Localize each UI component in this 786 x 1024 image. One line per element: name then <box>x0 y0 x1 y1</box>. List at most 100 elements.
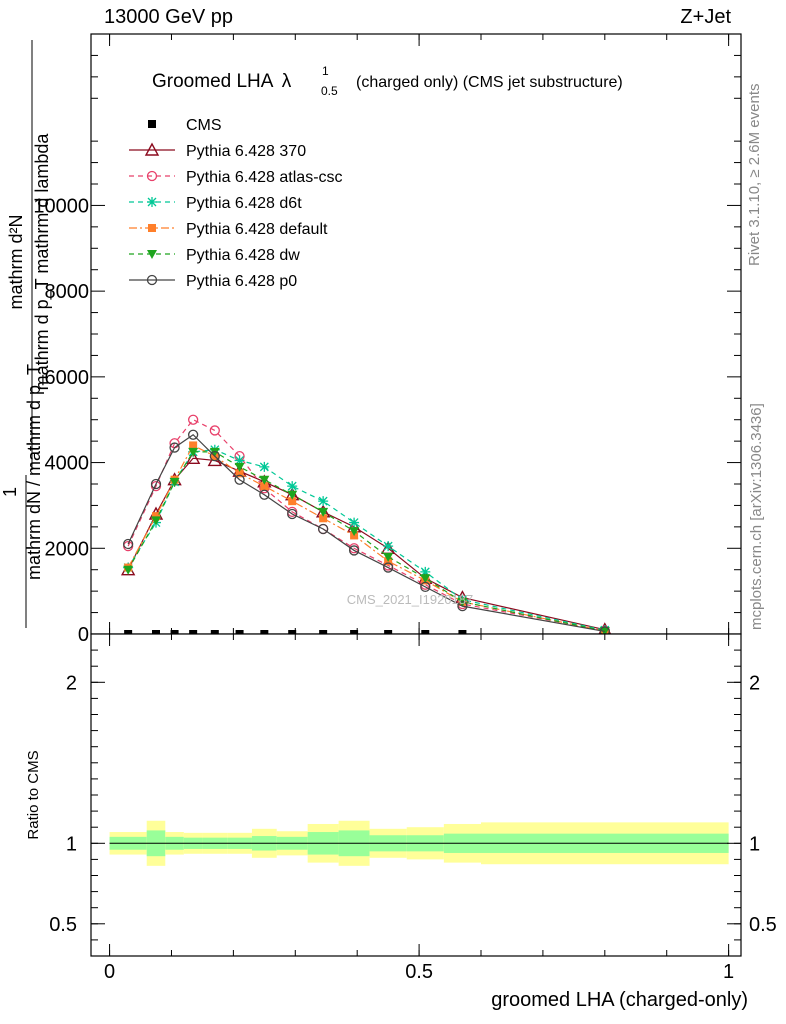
ratio-plot: 0.5 0.5 1 1 2 2 0 0.5 1 Ratio to CMS groomed LHA… <box>25 633 777 1011</box>
data-point <box>150 478 162 490</box>
x-tick-label: 0.5 <box>405 961 433 983</box>
ratio-y-tick-label-left: 0.5 <box>49 914 77 936</box>
y-tick-label: 0 <box>78 624 89 646</box>
data-point <box>123 565 134 575</box>
ratio-y-tick-label-left: 1 <box>66 833 77 855</box>
legend-marker <box>148 224 156 232</box>
legend-marker <box>147 197 157 207</box>
x-tick-label: 0 <box>104 961 115 983</box>
title-main: Groomed LHA <box>152 71 274 92</box>
svg-text:Groomed LHA λ: Groomed LHA λ <box>152 71 292 92</box>
legend-marker <box>146 170 158 182</box>
ylabel-denominator: mathrm d p_T mathrm d lambda <box>32 133 53 391</box>
data-point <box>209 425 220 436</box>
legend-marker <box>146 274 158 286</box>
legend-entry: Pythia 6.428 default <box>129 221 328 238</box>
y-tick-label: 8000 <box>45 281 90 303</box>
x-tick-label: 1 <box>723 961 734 983</box>
data-point <box>209 450 220 462</box>
data-point <box>287 490 298 500</box>
data-point <box>287 481 298 492</box>
data-point <box>349 527 360 537</box>
data-point <box>234 474 245 485</box>
legend-label: Pythia 6.428 p0 <box>186 273 297 290</box>
data-point <box>383 541 394 552</box>
data-point <box>259 475 270 485</box>
legend-marker <box>148 120 156 128</box>
ylabel-fraction: mathrm dN / mathrm d p_T <box>24 364 45 580</box>
data-point <box>457 597 468 607</box>
title-superscript: 1 <box>322 64 329 78</box>
data-point <box>122 538 134 550</box>
ratio-y-tick-label-right: 1 <box>749 833 760 855</box>
title-symbol: λ <box>282 71 292 92</box>
legend-label: CMS <box>186 117 222 134</box>
data-point <box>319 514 328 523</box>
watermark: CMS_2021_I1920187 <box>347 592 474 607</box>
data-point <box>317 523 329 535</box>
main-plot: 0 2000 4000 6000 8000 10000 CMS_2021_I1920187… <box>33 33 742 646</box>
data-point <box>599 627 610 636</box>
data-point <box>152 512 160 521</box>
y-tick-label: 6000 <box>45 367 90 389</box>
data-point <box>382 562 394 573</box>
data-point <box>169 442 180 453</box>
y-tick-label: 2000 <box>45 538 90 560</box>
data-point <box>457 600 468 612</box>
ratio-y-tick-label-right: 2 <box>749 672 760 694</box>
data-point <box>318 496 329 507</box>
legend-entry: Pythia 6.428 p0 <box>129 273 297 290</box>
data-point <box>318 507 329 517</box>
legend-label: Pythia 6.428 dw <box>186 247 300 264</box>
data-point <box>287 508 298 520</box>
series-6 <box>122 429 610 637</box>
legend-label: Pythia 6.428 default <box>186 221 328 238</box>
x-axis-label: groomed LHA (charged-only) <box>491 989 748 1011</box>
legend-entry: CMS <box>148 117 222 134</box>
series-5 <box>123 447 610 636</box>
data-point <box>420 581 431 593</box>
data-point <box>234 455 245 466</box>
title-rest: (charged only) (CMS jet substructure) <box>356 74 623 91</box>
title-subscript: 0.5 <box>321 84 338 98</box>
data-point <box>209 447 220 457</box>
mcplots-label: mcplots.cern.ch [arXiv:1306.3436] <box>748 403 765 630</box>
legend-label: Pythia 6.428 370 <box>186 143 306 160</box>
legend-marker <box>144 142 160 156</box>
header-left: 13000 GeV pp <box>104 6 233 28</box>
data-point <box>234 462 245 472</box>
header-right: Z+Jet <box>680 6 731 28</box>
data-point <box>348 545 360 556</box>
ylabel-numerator: mathrm d²N <box>6 214 26 309</box>
data-point <box>420 574 431 584</box>
data-point <box>259 461 270 472</box>
data-point <box>187 429 199 440</box>
data-point <box>383 552 394 562</box>
data-point <box>188 447 199 457</box>
data-point <box>420 566 431 577</box>
ratio-y-tick-label-left: 2 <box>66 672 77 694</box>
series-line <box>127 433 605 633</box>
data-point <box>151 516 161 526</box>
series-line <box>127 444 605 632</box>
legend-label: Pythia 6.428 atlas-csc <box>186 169 343 186</box>
ratio-ticks: 0.5 0.5 1 1 2 2 0 0.5 1 <box>49 634 777 983</box>
legend-entry: Pythia 6.428 d6t <box>129 195 302 212</box>
series-line <box>127 451 605 632</box>
data-point <box>260 482 269 491</box>
plot-title: Groomed LHA λ 0.5 1 (charged only) (CMS … <box>152 64 623 98</box>
data-point <box>169 477 180 487</box>
legend-label: Pythia 6.428 d6t <box>186 195 302 212</box>
ratio-y-tick-label-right: 0.5 <box>749 914 777 936</box>
data-point <box>187 414 199 425</box>
legend-entry: Pythia 6.428 atlas-csc <box>129 169 343 186</box>
legend-entry: Pythia 6.428 dw <box>129 247 300 264</box>
legend-marker <box>147 250 157 259</box>
y-axis-label: mathrm d²N mathrm d p_T mathrm d lambda … <box>0 40 53 628</box>
y-tick-label: 4000 <box>45 453 90 475</box>
y-tick-label: 10000 <box>33 195 89 217</box>
legend: CMS Pythia 6.428 370 Pythia 6.428 atlas-cs… <box>129 117 343 290</box>
data-point <box>189 441 198 450</box>
data-point <box>235 469 244 478</box>
